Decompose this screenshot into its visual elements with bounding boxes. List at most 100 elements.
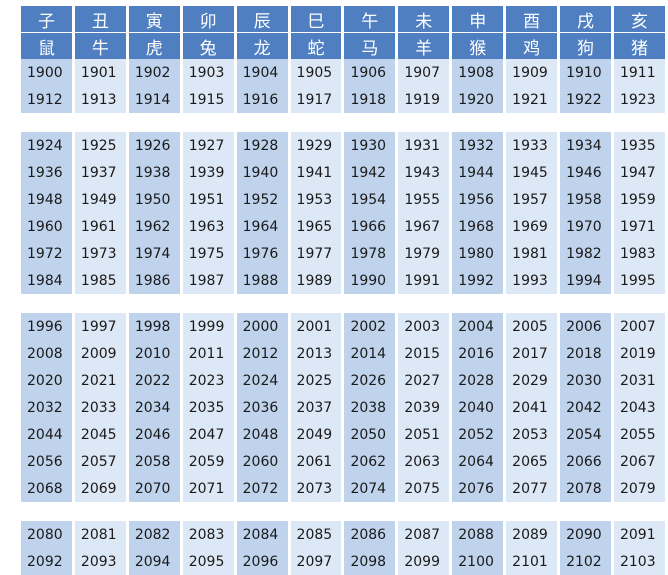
year-row: 2032 2033 2034 2035 2036 2037 2038 2039 2040 2041… [21,394,665,421]
year-cell: 2093 [74,548,126,575]
year-cell: 1956 [452,186,504,213]
year-cell: 2092 [21,548,72,575]
spacer-cell [614,294,665,313]
spacer-cell [560,294,611,313]
earthly-branch-cell: 酉 [506,6,558,33]
year-cell: 2003 [398,313,450,340]
year-cell: 1967 [398,213,450,240]
year-cell: 1948 [21,186,72,213]
year-row: 1924 1925 1926 1927 1928 1929 1930 1931 1932 1933… [21,132,665,159]
earthly-branch-cell: 子 [21,6,72,33]
year-row: 2008 2009 2010 2011 2012 2013 2014 2015 2016 2017… [21,340,665,367]
group-spacer [21,113,665,132]
year-cell: 2068 [21,475,72,502]
spacer-cell [452,113,503,132]
year-cell: 1986 [128,267,180,294]
year-cell: 1909 [506,59,558,86]
year-cell: 1946 [560,159,611,186]
year-row: 1984 1985 1986 1987 1988 1989 1990 1991 1992 1993… [21,267,665,294]
spacer-cell [398,113,449,132]
year-row: 1912 1913 1914 1915 1916 1917 1918 1919 1920 1921… [21,86,665,113]
year-cell: 1953 [290,186,342,213]
year-cell: 2044 [21,421,72,448]
year-cell: 1965 [290,213,342,240]
year-cell: 1914 [128,86,180,113]
earthly-branch-cell: 卯 [182,6,234,33]
earthly-branch-cell: 巳 [290,6,342,33]
year-row: 1900 1901 1902 1903 1904 1905 1906 1907 1908 1909… [21,59,665,86]
year-cell: 2073 [290,475,342,502]
year-cell: 2072 [236,475,288,502]
year-cell: 1952 [236,186,288,213]
year-cell: 1940 [236,159,288,186]
year-cell: 2030 [560,367,611,394]
year-cell: 2025 [290,367,342,394]
year-cell: 2061 [290,448,342,475]
year-cell: 1968 [452,213,504,240]
year-cell: 2086 [344,521,396,548]
spacer-cell [129,294,180,313]
year-cell: 2100 [452,548,504,575]
year-cell: 2085 [290,521,342,548]
year-cell: 2080 [21,521,72,548]
year-cell: 2008 [21,340,72,367]
year-cell: 2079 [613,475,665,502]
year-cell: 1922 [560,86,611,113]
year-cell: 1938 [128,159,180,186]
year-cell: 1994 [560,267,611,294]
year-cell: 1950 [128,186,180,213]
year-cell: 2040 [452,394,504,421]
spacer-cell [237,502,288,521]
year-cell: 1987 [182,267,234,294]
year-cell: 2035 [182,394,234,421]
year-cell: 1928 [236,132,288,159]
year-cell: 2069 [74,475,126,502]
branch-header-row: 子丑寅卯辰巳午未申酉戌亥 [21,6,665,33]
spacer-cell [614,502,665,521]
spacer-cell [21,502,72,521]
year-cell: 2010 [128,340,180,367]
year-row: 2056 2057 2058 2059 2060 2061 2062 2063 2064 2065… [21,448,665,475]
year-cell: 2075 [398,475,450,502]
year-cell: 1981 [506,240,558,267]
year-cell: 1907 [398,59,450,86]
year-cell: 1913 [74,86,126,113]
year-cell: 1973 [74,240,126,267]
zodiac-animal-cell: 猴 [452,33,504,59]
year-cell: 2039 [398,394,450,421]
spacer-cell [75,294,126,313]
year-cell: 2037 [290,394,342,421]
year-cell: 2047 [182,421,234,448]
year-cell: 1935 [613,132,665,159]
year-cell: 2020 [21,367,72,394]
year-cell: 2059 [182,448,234,475]
year-cell: 2001 [290,313,342,340]
spacer-cell [129,502,180,521]
year-cell: 2032 [21,394,72,421]
earthly-branch-cell: 未 [398,6,450,33]
year-row: 2020 2021 2022 2023 2024 2025 2026 2027 2028 2029… [21,367,665,394]
year-cell: 2023 [182,367,234,394]
year-cell: 1936 [21,159,72,186]
year-cell: 1988 [236,267,288,294]
year-cell: 2013 [290,340,342,367]
year-cell: 1933 [506,132,558,159]
year-cell: 1974 [128,240,180,267]
year-cell: 1911 [613,59,665,86]
year-cell: 2070 [128,475,180,502]
year-cell: 1930 [344,132,396,159]
year-cell: 2007 [613,313,665,340]
year-cell: 1945 [506,159,558,186]
spacer-cell [21,113,72,132]
table-body: 子丑寅卯辰巳午未申酉戌亥鼠牛虎兔龙蛇马羊猴鸡狗猪 1900 1901 1902 1903… [21,6,665,575]
year-cell: 1992 [452,267,504,294]
year-cell: 2063 [398,448,450,475]
zodiac-animal-cell: 猪 [613,33,665,59]
year-cell: 2102 [560,548,611,575]
year-cell: 1918 [344,86,396,113]
spacer-cell [452,294,503,313]
year-cell: 1949 [74,186,126,213]
year-cell: 1902 [128,59,180,86]
year-cell: 1915 [182,86,234,113]
